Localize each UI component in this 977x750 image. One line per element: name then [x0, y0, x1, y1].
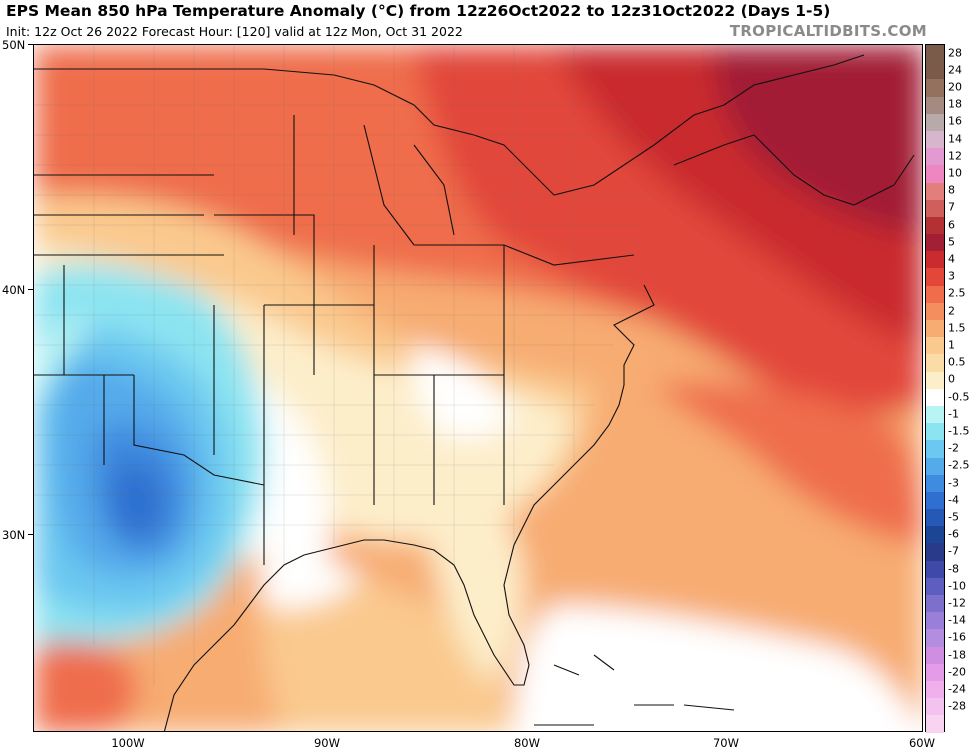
lat-tick [28, 289, 33, 290]
boundary-lines [34, 54, 915, 731]
lat-label-40n: 40N [2, 283, 26, 297]
colorbar-level-label: -24 [948, 682, 966, 696]
colorbar-level-label: -2 [948, 441, 959, 455]
colorbar-level-label: -10 [948, 579, 966, 593]
colorbar-segment [926, 148, 944, 166]
lon-label-70w: 70W [712, 736, 740, 750]
colorbar-level-label: 6 [948, 218, 955, 232]
anomaly-shading [34, 45, 922, 731]
colorbar-level-label: 1 [948, 338, 955, 352]
colorbar-level-label: -0.5 [948, 390, 970, 404]
colorbar-level-label: -1 [948, 407, 959, 421]
colorbar-segment [926, 388, 944, 406]
colorbar-level-label: 2 [948, 304, 955, 318]
colorbar-segment [926, 543, 944, 561]
colorbar-segment [926, 371, 944, 389]
colorbar-segment [926, 337, 944, 355]
colorbar-segment [926, 698, 944, 716]
colorbar-level-label: -20 [948, 665, 966, 679]
colorbar-segment [926, 457, 944, 475]
colorbar-level-label: 18 [948, 97, 962, 111]
lon-label-80w: 80W [513, 736, 541, 750]
colorbar-segment [926, 302, 944, 320]
colorbar-segment [926, 45, 944, 63]
lat-label-50n: 50N [2, 38, 26, 52]
colorbar-level-label: -5 [948, 510, 959, 524]
colorbar-segment [926, 595, 944, 613]
lat-tick [28, 534, 33, 535]
colorbar-level-label: 24 [948, 63, 962, 77]
colorbar-segment [926, 199, 944, 217]
colorbar-segment [926, 663, 944, 681]
colorbar-segment [926, 560, 944, 578]
colorbar-segment [926, 423, 944, 441]
colorbar-segment [926, 165, 944, 183]
colorbar-level-label: 14 [948, 132, 962, 146]
colorbar-level-label: -4 [948, 493, 959, 507]
colorbar-level-label: 10 [948, 166, 962, 180]
colorbar-level-label: -7 [948, 544, 959, 558]
colorbar-level-label: 16 [948, 114, 962, 128]
colorbar-level-label: -6 [948, 527, 959, 541]
colorbar-segment [926, 405, 944, 424]
county-lines [34, 45, 654, 685]
colorbar-level-label: 0.5 [948, 355, 966, 369]
colorbar-level-label: 2.5 [948, 286, 966, 300]
colorbar-level-label: -28 [948, 699, 966, 713]
colorbar-segment [926, 285, 944, 303]
colorbar-level-label: -2.5 [948, 458, 970, 472]
colorbar-level-label: 28 [948, 46, 962, 60]
colorbar-segment [926, 526, 944, 544]
colorbar-level-label: 0 [948, 372, 955, 386]
temperature-anomaly-map [33, 44, 923, 732]
colorbar-level-label: 5 [948, 235, 955, 249]
colorbar [925, 44, 945, 733]
lon-label-60w: 60W [908, 736, 936, 750]
colorbar-segment [926, 96, 944, 114]
colorbar-level-label: 1.5 [948, 321, 966, 335]
colorbar-level-label: -12 [948, 596, 966, 610]
colorbar-segment [926, 577, 944, 595]
colorbar-segment [926, 216, 944, 235]
lon-label-100w: 100W [111, 736, 145, 750]
colorbar-segment [926, 113, 944, 131]
colorbar-level-label: -16 [948, 630, 966, 644]
colorbar-segment [926, 130, 944, 149]
colorbar-segment [926, 182, 944, 200]
colorbar-level-label: -18 [948, 648, 966, 662]
colorbar-segment [926, 491, 944, 510]
colorbar-labels: 28 24 20 18 16 14 12 10 8 7 6 5 4 3 2.5 2 1.5 1 0.5 0 -0.5 -1… [948, 44, 977, 732]
colorbar-segment [926, 234, 944, 252]
colorbar-segment [926, 646, 944, 664]
brand-watermark: TROPICALTIDBITS.COM [729, 22, 927, 40]
colorbar-segment [926, 680, 944, 699]
map-subtitle: Init: 12z Oct 26 2022 Forecast Hour: [12… [6, 24, 463, 39]
colorbar-segment [926, 62, 944, 80]
colorbar-segment [926, 474, 944, 492]
colorbar-level-label: 12 [948, 149, 962, 163]
colorbar-level-label: 7 [948, 200, 955, 214]
colorbar-segment [926, 79, 944, 97]
colorbar-level-label: 4 [948, 252, 955, 266]
colorbar-segment [926, 268, 944, 286]
colorbar-segment [926, 629, 944, 647]
colorbar-level-label: -1.5 [948, 424, 970, 438]
colorbar-level-label: 20 [948, 80, 962, 94]
colorbar-level-label: 3 [948, 269, 955, 283]
map-title: EPS Mean 850 hPa Temperature Anomaly (°C… [6, 2, 831, 20]
colorbar-segment [926, 440, 944, 458]
colorbar-level-label: 8 [948, 183, 955, 197]
lat-tick [28, 44, 33, 45]
lat-label-30n: 30N [2, 528, 26, 542]
colorbar-level-label: -14 [948, 613, 966, 627]
colorbar-level-label: -3 [948, 476, 959, 490]
colorbar-level-label: -8 [948, 562, 959, 576]
colorbar-segment [926, 715, 944, 733]
lon-label-90w: 90W [313, 736, 341, 750]
colorbar-segment [926, 320, 944, 338]
colorbar-segment [926, 612, 944, 630]
colorbar-segment [926, 251, 944, 269]
colorbar-segment [926, 354, 944, 372]
colorbar-segment [926, 509, 944, 527]
